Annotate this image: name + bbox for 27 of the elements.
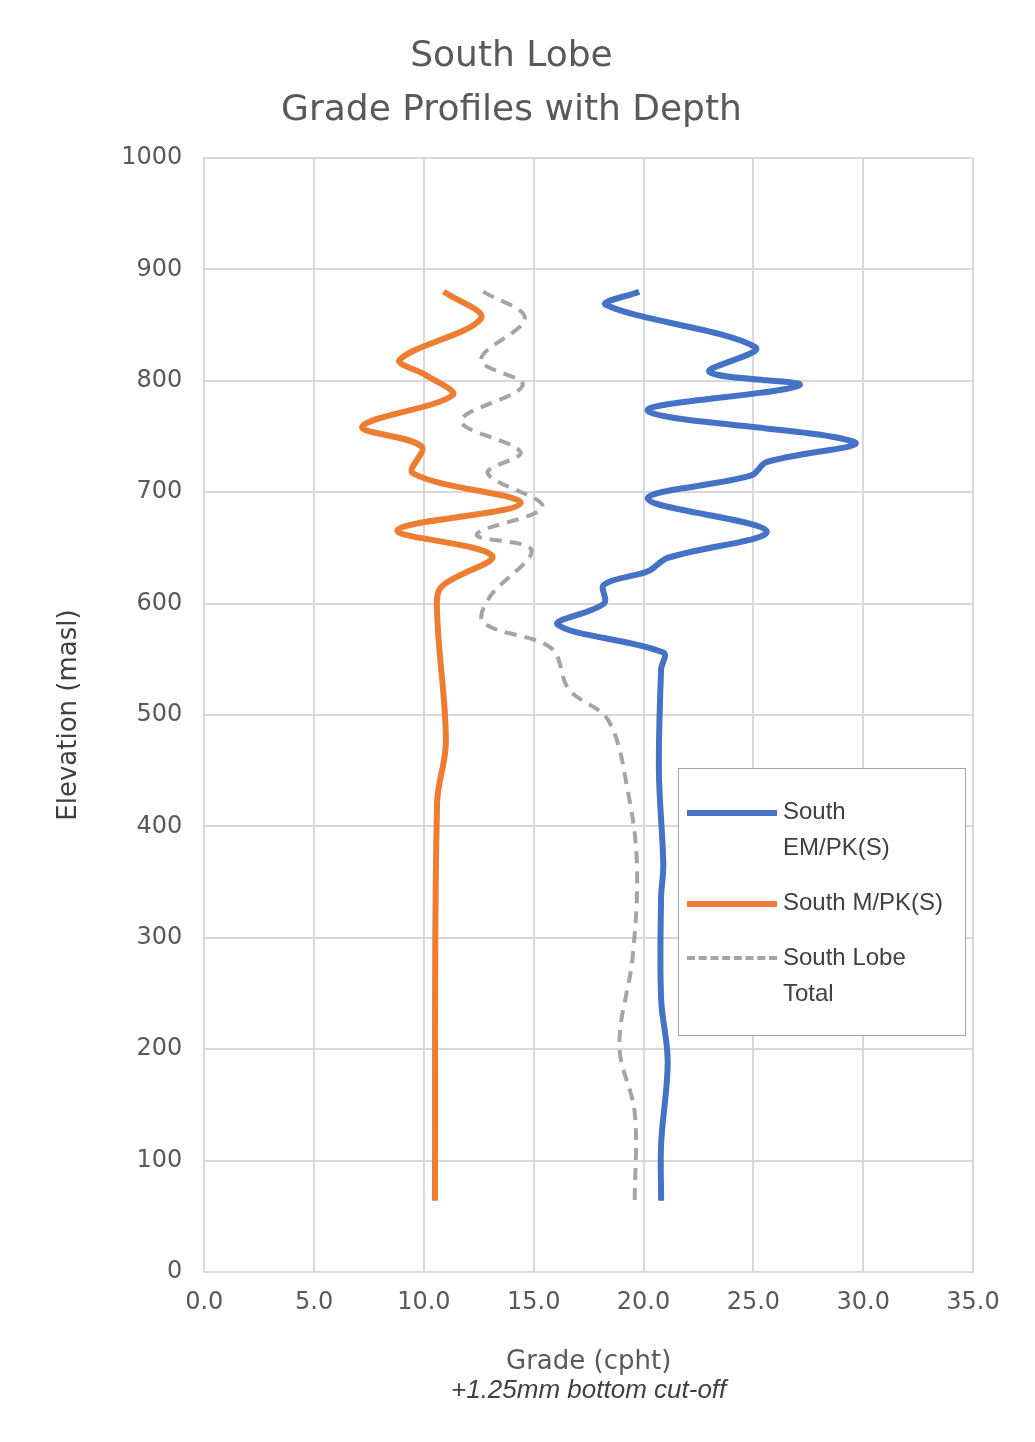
y-tick-label: 500 [136,699,183,728]
line-series [459,289,640,1203]
y-tick-label: 200 [136,1033,183,1062]
x-axis-title: Grade (cpht) [505,1345,672,1376]
x-tick-label: 0.0 [185,1286,224,1315]
x-tick-label: 10.0 [397,1286,451,1315]
x-tick-label: 25.0 [726,1286,781,1315]
text: +1.25mm bottom cut-off [450,1374,730,1404]
y-tick-label: 800 [136,365,183,394]
legend-label: South Lobe Total [783,942,907,1009]
y-tick-label: 900 [136,253,183,282]
y-tick-label: 600 [136,587,183,616]
y-tick-label: 400 [136,810,183,839]
x-tick-label: 30.0 [836,1286,890,1315]
x-tick-label: 35.0 [946,1286,1000,1315]
x-tick-label: 5.0 [295,1286,334,1315]
x-tick-label: 20.0 [616,1286,671,1315]
y-tick-label: 0 [167,1256,183,1285]
chart-title: South Lobe Grade Profiles with Depth [281,33,742,129]
legend-label: South EM/PK(S) [783,795,891,862]
x-tick-label: 15.0 [507,1286,561,1315]
legend-label: South M/PK(S) [783,887,945,917]
y-axis-title: Elevation (masl) [52,609,83,821]
y-tick-label: 300 [136,922,183,951]
y-tick-label: 700 [136,476,183,505]
y-tick-label: 100 [136,1144,183,1173]
y-tick-label: 1000 [121,142,183,171]
